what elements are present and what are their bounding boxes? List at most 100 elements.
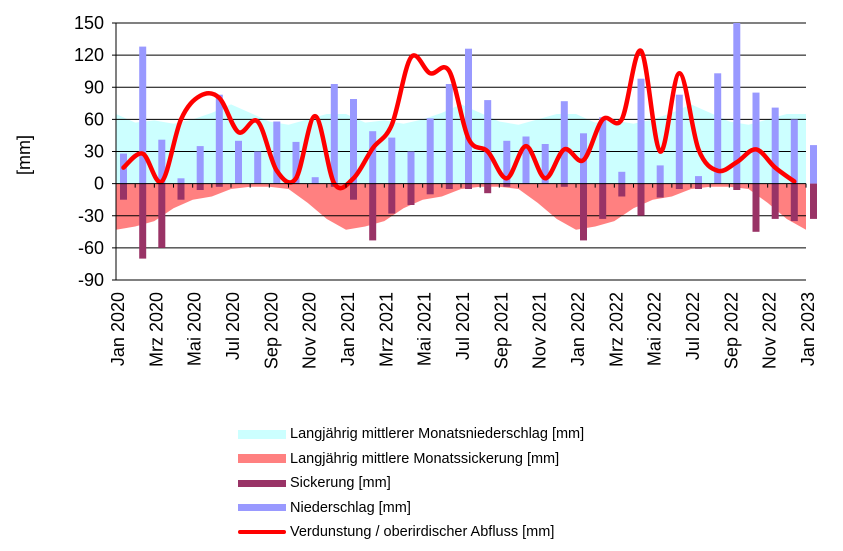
precipitation-bar (388, 137, 396, 184)
seepage-bar (177, 183, 185, 200)
x-tick-label: Sep 2020 (261, 292, 281, 369)
seepage-bar (120, 183, 127, 200)
seepage-bar (388, 183, 396, 214)
x-tick-label: Mrz 2022 (606, 292, 626, 367)
y-tick-label: 90 (84, 77, 104, 97)
precipitation-bar (158, 139, 166, 184)
precipitation-bar (369, 131, 377, 184)
legend-item: Niederschlag [mm] (238, 496, 584, 521)
area-long-term-precipitation (116, 104, 806, 184)
seepage-bar (196, 183, 204, 190)
monthly-bars (120, 23, 817, 259)
y-axis-ticks: 150 120 90 60 30 0 -30 -60 -90 (74, 13, 104, 290)
precipitation-bar (484, 100, 492, 184)
seepage-bar (484, 183, 492, 194)
seepage-bar (503, 183, 511, 187)
y-tick-label: 150 (74, 13, 104, 33)
seepage-bar (560, 183, 568, 187)
seepage-bar (445, 183, 453, 189)
y-tick-label: 0 (94, 174, 104, 194)
x-tick-label: Nov 2020 (300, 292, 320, 369)
x-tick-label: Jan 2023 (798, 292, 818, 366)
y-tick-label: 120 (74, 45, 104, 65)
seepage-bar (599, 183, 607, 219)
x-tick-label: Mrz 2020 (146, 292, 166, 367)
legend-item: Verdunstung / oberirdischer Abfluss [mm] (238, 520, 584, 545)
precipitation-bar (426, 118, 434, 184)
legend-label: Verdunstung / oberirdischer Abfluss [mm] (290, 524, 555, 541)
seepage-bar (790, 183, 798, 222)
precipitation-bar (637, 78, 645, 184)
precipitation-bar (273, 121, 281, 184)
legend-item: Langjährig mittlere Monatssickerung [mm] (238, 447, 584, 472)
x-tick-label: Mai 2020 (185, 292, 205, 366)
precipitation-bar (235, 140, 242, 184)
seepage-bar (675, 183, 683, 189)
x-tick-label: Sep 2022 (721, 292, 741, 369)
precipitation-bar (714, 73, 722, 184)
legend-swatch (238, 450, 286, 468)
legend-swatch (238, 425, 286, 443)
x-tick-label: Jan 2022 (568, 292, 588, 366)
precipitation-bar (733, 23, 741, 184)
seepage-bar (215, 183, 223, 187)
x-tick-label: Jul 2021 (453, 292, 473, 360)
seepage-bar (810, 183, 817, 219)
legend-swatch (238, 474, 286, 492)
precipitation-bar (790, 119, 798, 184)
precipitation-bar (599, 117, 607, 184)
legend-label: Langjährig mittlerer Monatsniederschlag … (290, 426, 585, 443)
precipitation-bar (215, 94, 223, 184)
legend-label: Sickerung [mm] (290, 475, 391, 492)
axes (112, 22, 807, 281)
precipitation-bar (541, 144, 549, 184)
precipitation-bar (810, 145, 817, 184)
chart-canvas: 150 120 90 60 30 0 -30 -60 -90 Jan 2020 Mrz 2020 M… (14, 13, 818, 369)
x-tick-label: Jan 2021 (338, 292, 358, 366)
seepage-bar (139, 183, 147, 259)
seepage-bar (771, 183, 779, 219)
x-tick-label: Sep 2021 (491, 292, 511, 369)
seepage-bar (618, 183, 626, 197)
seepage-bar (752, 183, 760, 232)
precipitation-bar (675, 94, 683, 184)
seepage-bar (426, 183, 434, 195)
x-tick-label: Mai 2021 (415, 292, 435, 366)
seepage-bar (580, 183, 587, 241)
x-tick-label: Jul 2022 (683, 292, 703, 360)
precipitation-bar (292, 141, 300, 184)
seepage-bar (733, 183, 741, 190)
precipitation-bar (407, 151, 415, 184)
y-tick-label: -30 (78, 206, 104, 226)
y-axis-label: [mm] (14, 135, 34, 175)
y-tick-label: -90 (78, 270, 104, 290)
seepage-bar (656, 183, 664, 198)
precipitation-bar (311, 177, 319, 184)
seepage-bar (465, 183, 472, 189)
legend: Langjährig mittlerer Monatsniederschlag … (238, 422, 584, 545)
x-tick-label: Jul 2020 (223, 292, 243, 360)
x-tick-label: Nov 2021 (530, 292, 550, 369)
legend-item: Sickerung [mm] (238, 471, 584, 496)
precipitation-bar (503, 140, 511, 184)
precipitation-bar (465, 48, 472, 184)
x-tick-label: Mai 2022 (645, 292, 665, 366)
precipitation-bar (771, 107, 779, 184)
area-long-term-seepage (116, 183, 806, 230)
precipitation-bar (350, 99, 357, 184)
average-areas (116, 104, 806, 230)
legend-label: Niederschlag [mm] (290, 499, 411, 516)
seepage-bar (637, 183, 645, 216)
precipitation-bar (560, 101, 568, 184)
seepage-bar (407, 183, 415, 205)
legend-item: Langjährig mittlerer Monatsniederschlag … (238, 422, 584, 447)
x-tick-label: Mrz 2021 (376, 292, 396, 367)
seepage-bar (369, 183, 377, 241)
y-tick-label: -60 (78, 238, 104, 258)
y-tick-label: 60 (84, 109, 104, 129)
precipitation-bar (695, 176, 702, 184)
seepage-bar (695, 183, 702, 189)
precipitation-bar (656, 165, 664, 184)
precipitation-bar (196, 146, 204, 184)
precipitation-bar (330, 84, 338, 184)
